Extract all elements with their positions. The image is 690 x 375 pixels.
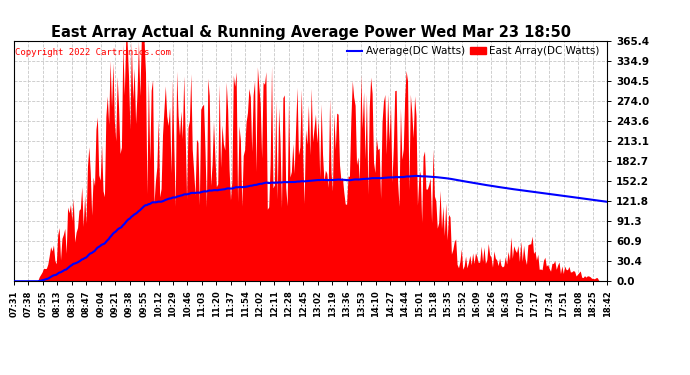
Legend: Average(DC Watts), East Array(DC Watts): Average(DC Watts), East Array(DC Watts) — [347, 46, 599, 57]
Title: East Array Actual & Running Average Power Wed Mar 23 18:50: East Array Actual & Running Average Powe… — [50, 25, 571, 40]
Text: Copyright 2022 Cartronics.com: Copyright 2022 Cartronics.com — [15, 48, 171, 57]
